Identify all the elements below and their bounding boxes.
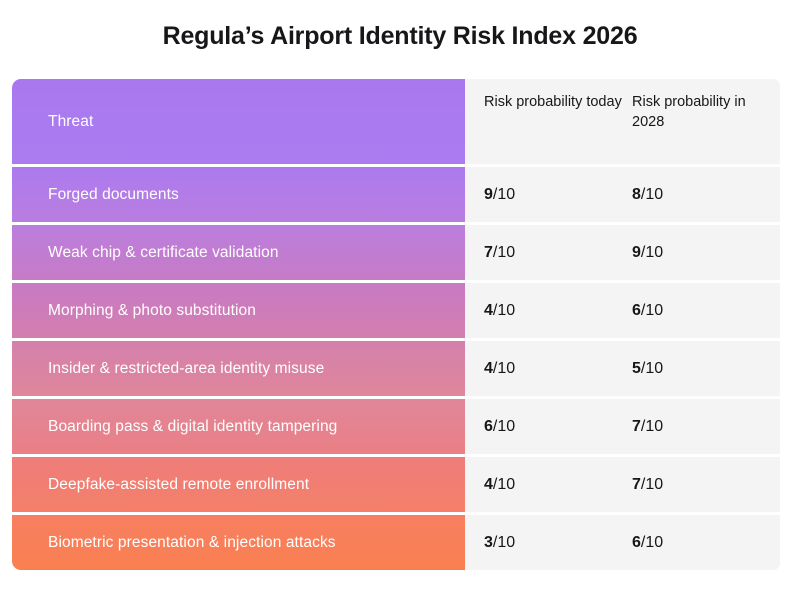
threat-label: Weak chip & certificate validation [48,243,279,261]
risk-today-value: 3/10 [484,534,632,552]
risk-today-number: 6 [484,417,493,435]
threat-label: Boarding pass & digital identity tamperi… [48,417,338,435]
risk-today-number: 4 [484,475,493,493]
table-row: Insider & restricted-area identity misus… [12,341,780,396]
risk-2028-number: 8 [632,185,641,203]
risk-2028-value: 5/10 [632,360,780,378]
header-col-2028: Risk probability in 2028 [632,94,746,130]
risk-today-value: 4/10 [484,476,632,494]
header-values-cell: Risk probability today Risk probability … [465,79,780,164]
risk-2028-value: 8/10 [632,186,780,204]
threat-cell: Biometric presentation & injection attac… [12,515,465,570]
risk-2028-number: 5 [632,359,641,377]
risk-2028-denominator: /10 [640,243,664,261]
risk-today-value: 7/10 [484,244,632,262]
risk-2028-denominator: /10 [640,359,664,377]
risk-today-denominator: /10 [492,417,516,435]
table-row: Forged documents 9/10 8/10 [12,167,780,222]
table-header-row: Threat Risk probability today Risk proba… [12,79,780,164]
threat-label: Insider & restricted-area identity misus… [48,359,325,377]
risk-today-number: 3 [484,533,493,551]
risk-today-value: 4/10 [484,360,632,378]
risk-today-value: 9/10 [484,186,632,204]
risk-2028-denominator: /10 [640,533,664,551]
risk-today-denominator: /10 [492,359,516,377]
table-row: Morphing & photo substitution 4/10 6/10 [12,283,780,338]
values-cell: 7/10 9/10 [465,225,780,280]
values-cell: 4/10 7/10 [465,457,780,512]
risk-2028-denominator: /10 [640,301,664,319]
risk-today-denominator: /10 [492,301,516,319]
threat-cell: Forged documents [12,167,465,222]
risk-2028-value: 6/10 [632,302,780,320]
risk-today-denominator: /10 [492,243,516,261]
table-row: Deepfake-assisted remote enrollment 4/10… [12,457,780,512]
threat-cell: Morphing & photo substitution [12,283,465,338]
header-threat-label: Threat [48,112,94,130]
header-threat-cell: Threat [12,79,465,164]
risk-2028-number: 6 [632,301,641,319]
threat-label: Deepfake-assisted remote enrollment [48,475,310,493]
risk-2028-number: 7 [632,475,641,493]
threat-label: Biometric presentation & injection attac… [48,533,336,551]
threat-cell: Insider & restricted-area identity misus… [12,341,465,396]
threat-cell: Weak chip & certificate validation [12,225,465,280]
risk-2028-value: 6/10 [632,534,780,552]
risk-2028-denominator: /10 [640,185,664,203]
table-row: Weak chip & certificate validation 7/10 … [12,225,780,280]
values-cell: 4/10 5/10 [465,341,780,396]
threat-label: Forged documents [48,185,179,203]
risk-today-number: 9 [484,185,493,203]
threat-label: Morphing & photo substitution [48,301,256,319]
risk-table: Threat Risk probability today Risk proba… [12,79,780,570]
risk-today-value: 4/10 [484,302,632,320]
risk-2028-value: 7/10 [632,476,780,494]
risk-today-value: 6/10 [484,418,632,436]
risk-today-denominator: /10 [492,185,516,203]
risk-today-number: 4 [484,359,493,377]
risk-today-number: 4 [484,301,493,319]
threat-cell: Boarding pass & digital identity tamperi… [12,399,465,454]
risk-2028-denominator: /10 [640,417,664,435]
values-cell: 3/10 6/10 [465,515,780,570]
risk-2028-number: 9 [632,243,641,261]
table-row: Boarding pass & digital identity tamperi… [12,399,780,454]
risk-2028-denominator: /10 [640,475,664,493]
threat-cell: Deepfake-assisted remote enrollment [12,457,465,512]
values-cell: 4/10 6/10 [465,283,780,338]
risk-2028-value: 9/10 [632,244,780,262]
values-cell: 9/10 8/10 [465,167,780,222]
page-title: Regula’s Airport Identity Risk Index 202… [162,22,638,50]
risk-today-number: 7 [484,243,493,261]
risk-today-denominator: /10 [492,475,516,493]
header-col-today: Risk probability today [484,94,622,110]
risk-2028-value: 7/10 [632,418,780,436]
risk-today-denominator: /10 [492,533,516,551]
risk-2028-number: 7 [632,417,641,435]
values-cell: 6/10 7/10 [465,399,780,454]
risk-2028-number: 6 [632,533,641,551]
table-row: Biometric presentation & injection attac… [12,515,780,570]
